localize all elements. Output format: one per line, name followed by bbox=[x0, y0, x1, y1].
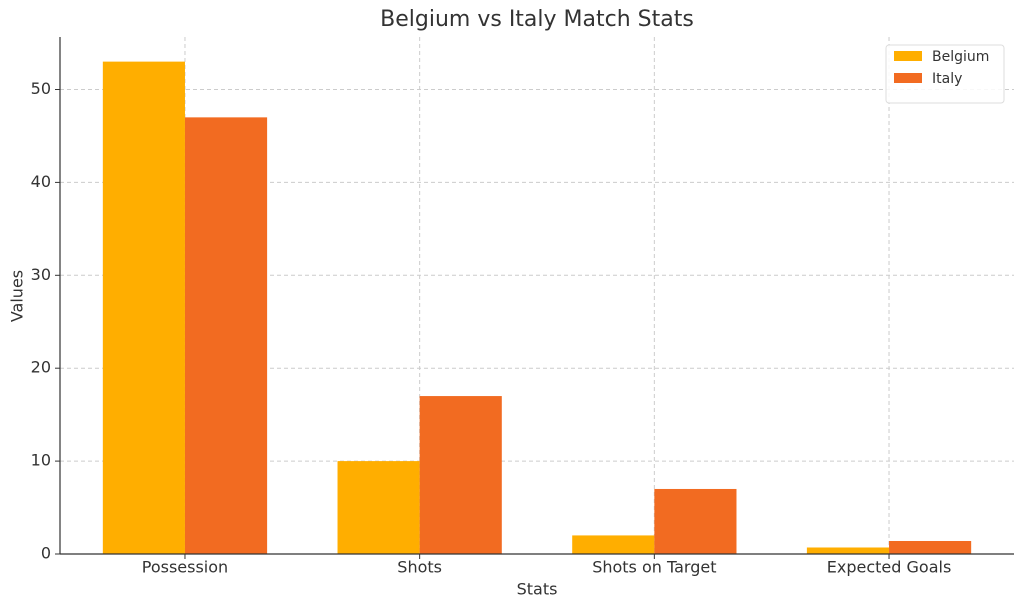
bar bbox=[806, 547, 890, 554]
bar bbox=[102, 61, 185, 554]
bar bbox=[572, 535, 655, 554]
y-tick-label: 40 bbox=[31, 172, 51, 191]
y-tick-label: 30 bbox=[31, 265, 51, 284]
legend: Belgium Italy bbox=[885, 44, 1005, 104]
y-tick-label: 50 bbox=[31, 79, 51, 98]
bar bbox=[337, 461, 420, 554]
bar bbox=[654, 488, 737, 554]
bar bbox=[184, 117, 268, 554]
legend-label: Italy bbox=[932, 71, 962, 87]
y-tick-label: 20 bbox=[31, 358, 51, 377]
y-axis-label: Values bbox=[8, 270, 27, 322]
bar bbox=[889, 540, 972, 554]
y-tick-label: 10 bbox=[31, 451, 51, 470]
chart-title: Belgium vs Italy Match Stats bbox=[380, 7, 694, 32]
x-tick-label: Shots bbox=[397, 558, 442, 577]
x-tick-label: Possession bbox=[142, 558, 228, 577]
bar bbox=[419, 396, 502, 554]
bars bbox=[102, 61, 972, 554]
y-tick-label: 0 bbox=[41, 544, 51, 563]
x-axis-label: Stats bbox=[517, 580, 558, 599]
legend-swatch bbox=[894, 51, 922, 61]
x-tick-label: Shots on Target bbox=[592, 558, 716, 577]
legend-swatch bbox=[894, 73, 922, 83]
x-tick-label: Expected Goals bbox=[827, 558, 952, 577]
legend-label: Belgium bbox=[932, 49, 989, 65]
